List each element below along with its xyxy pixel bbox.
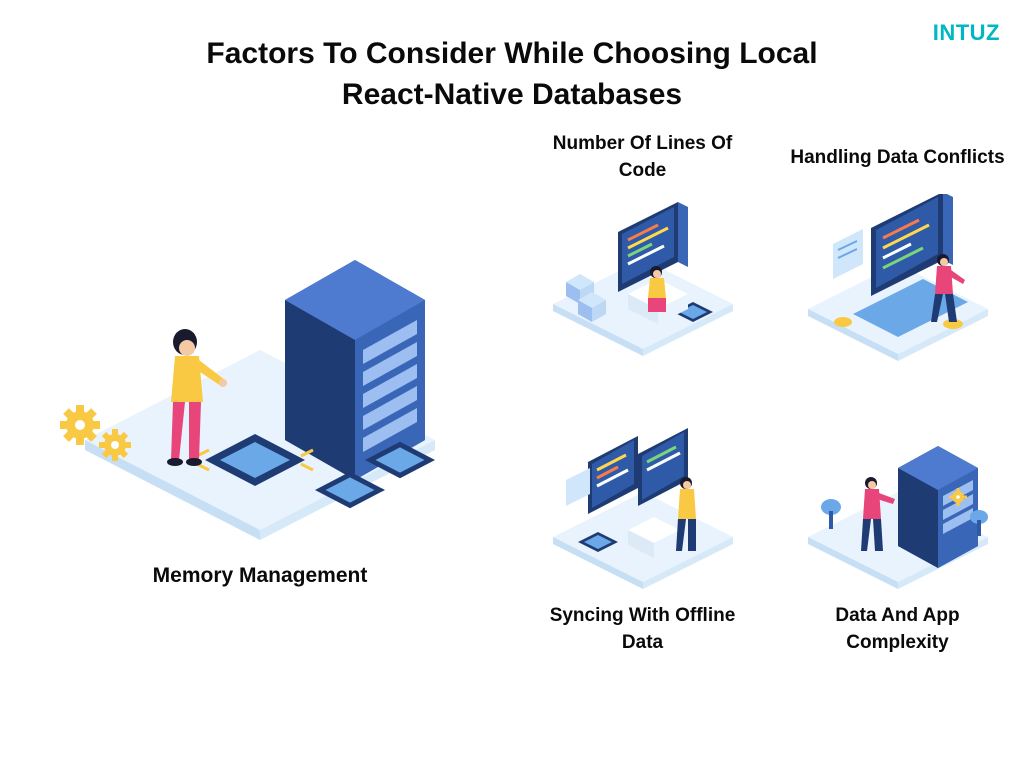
factor-data-conflicts: Handling Data Conflicts — [775, 130, 1020, 374]
factor-syncing-offline: Syncing With Offline Data — [520, 414, 765, 658]
factor-label: Data And App Complexity — [775, 602, 1020, 658]
factor-complexity: Data And App Complexity — [775, 414, 1020, 658]
brand-logo: INTUZ — [933, 20, 1000, 46]
complexity-illustration — [793, 422, 1003, 592]
factors-layout: Memory Management Number Of Lines Of Cod… — [0, 140, 1024, 760]
title-line-1: Factors To Consider While Choosing Local — [206, 37, 817, 70]
syncing-offline-illustration — [538, 422, 748, 592]
factors-grid: Number Of Lines Of Code — [520, 130, 1020, 658]
factor-label: Syncing With Offline Data — [520, 602, 765, 658]
factor-label: Memory Management — [30, 564, 490, 588]
lines-of-code-illustration — [538, 194, 748, 364]
factor-label: Number Of Lines Of Code — [520, 130, 765, 186]
memory-management-illustration — [45, 200, 475, 540]
page-title: Factors To Consider While Choosing Local… — [0, 0, 1024, 115]
data-conflicts-illustration — [793, 194, 1003, 364]
title-line-2: React-Native Databases — [342, 78, 682, 111]
factor-memory-management: Memory Management — [30, 200, 490, 588]
factor-label: Handling Data Conflicts — [775, 130, 1020, 186]
factor-lines-of-code: Number Of Lines Of Code — [520, 130, 765, 374]
